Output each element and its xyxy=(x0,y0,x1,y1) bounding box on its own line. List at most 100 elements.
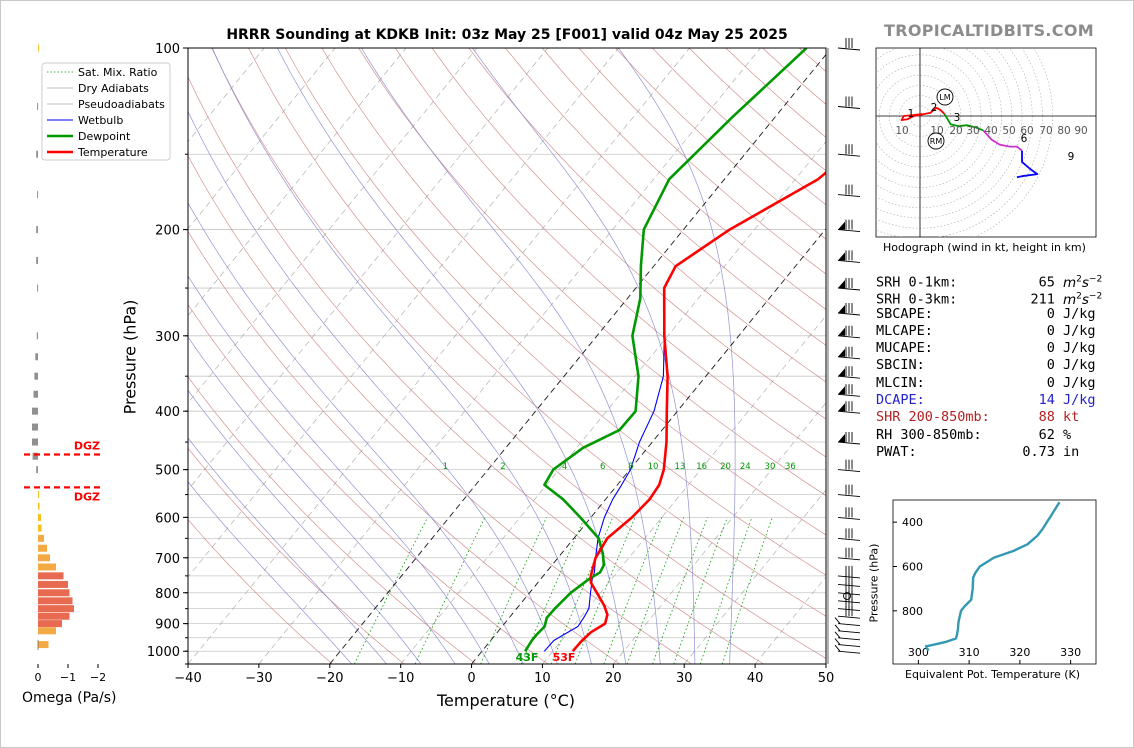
stat-label: MUCAPE: xyxy=(876,340,933,357)
stat-unit: J/kg xyxy=(1062,374,1096,391)
wind-barb xyxy=(837,346,861,360)
wind-barb-staff xyxy=(837,623,861,627)
stat-unit: m2s−2 xyxy=(1063,274,1103,291)
stat-unit: J/kg xyxy=(1062,322,1096,339)
surface-temperature-label: 53F xyxy=(553,651,576,664)
wind-barb-flag xyxy=(834,638,841,645)
wind-barb-staff xyxy=(837,630,861,634)
wind-barb xyxy=(834,617,861,627)
stat-gap xyxy=(1055,427,1063,443)
dry-adiabat-line xyxy=(188,376,477,664)
wind-barb-staff xyxy=(837,615,861,619)
wind-barb xyxy=(837,565,861,579)
stat-unit: m2s−2 xyxy=(1063,291,1102,308)
isotherm-line xyxy=(542,315,826,664)
stat-value: 14 xyxy=(1038,392,1055,409)
mixing-ratio-label: 4 xyxy=(562,462,567,472)
mixing-ratio-line xyxy=(721,517,773,664)
stat-gap xyxy=(1055,357,1063,373)
wind-barb-pennant xyxy=(838,368,845,377)
wind-barb-pennant xyxy=(838,252,845,261)
dewpoint-line xyxy=(524,48,808,652)
wind-barb xyxy=(837,528,861,541)
stat-value: 0 xyxy=(1046,374,1055,391)
pseudoadiabat-line xyxy=(188,336,456,664)
stats-panel: SRH 0-1km: 65 m2s−2 SRH 0-3km: 211 m2s−2 S… xyxy=(876,271,1102,461)
x-tick-label: 10 xyxy=(534,671,551,686)
mixing-ratio-label: 2 xyxy=(500,462,505,472)
dry-adiabat-line xyxy=(211,48,826,659)
mixing-ratio-label: 1 xyxy=(443,462,448,472)
legend-box xyxy=(41,62,171,161)
wind-barb-staff xyxy=(837,335,861,339)
stat-unit: J/kg xyxy=(1062,357,1096,374)
mixing-ratio-line xyxy=(603,517,663,664)
wind-barb xyxy=(837,325,861,339)
legend-entry: Dewpoint xyxy=(78,130,131,143)
stat-spacer xyxy=(933,306,1047,322)
pseudoadiabat-line xyxy=(188,437,387,664)
stat-unit: J/kg xyxy=(1062,340,1096,357)
stat-label: SRH 0-3km: xyxy=(876,291,958,308)
pseudoadiabat-line xyxy=(188,202,524,664)
legend-entry: Pseudoadiabats xyxy=(78,98,165,111)
surface-dewpoint-label: 43F xyxy=(516,651,539,664)
dry-adiabat-line xyxy=(505,48,826,346)
wind-barb-staff xyxy=(837,393,861,397)
stat-gap xyxy=(1055,409,1063,425)
stat-unit-part: s xyxy=(1081,291,1089,308)
wind-barb xyxy=(834,624,861,634)
stat-gap xyxy=(1055,323,1063,339)
stat-row: PWAT: 0.73 in xyxy=(876,444,1102,461)
omega-xlabel: Omega (Pa/s) xyxy=(22,690,117,706)
wind-barb-pennant xyxy=(838,434,845,442)
wind-barb-staff xyxy=(837,375,861,379)
wind-barb xyxy=(837,507,861,520)
skewt-frame xyxy=(187,47,827,665)
dry-adiabat-line xyxy=(248,48,826,617)
stat-spacer xyxy=(925,392,1039,408)
stat-unit-exp: −2 xyxy=(1088,274,1103,284)
wind-barb xyxy=(837,574,861,587)
y-tick-label: 600 xyxy=(155,511,180,526)
chart-title: HRRR Sounding at KDKB Init: 03z May 25 [… xyxy=(226,27,788,43)
stat-row: MLCAPE: 0 J/kg xyxy=(876,323,1102,340)
wind-barb-staff xyxy=(837,516,861,520)
skewt-xlabel: Temperature (°C) xyxy=(436,691,576,710)
x-tick-label: −10 xyxy=(387,671,414,686)
stat-label: DCAPE: xyxy=(876,392,925,409)
isotherm-line xyxy=(258,48,761,664)
wind-barb xyxy=(837,250,861,263)
stat-unit: J/kg xyxy=(1062,392,1096,409)
thetae-ylabel: Pressure (hPa) xyxy=(867,543,881,623)
brand-watermark: TROPICALTIDBITS.COM xyxy=(884,21,1094,40)
y-tick-label: 100 xyxy=(155,42,180,57)
y-tick-label: 400 xyxy=(155,405,180,420)
mixing-ratio-label: 24 xyxy=(740,462,751,472)
wind-barb xyxy=(837,384,861,397)
y-tick-label: 500 xyxy=(155,464,180,479)
dry-adiabat-line xyxy=(468,48,826,383)
mixing-ratio-line xyxy=(673,517,728,664)
mixing-ratio-label: 36 xyxy=(785,462,796,472)
x-tick-label: 40 xyxy=(747,671,764,686)
stat-label: SRH 0-1km: xyxy=(876,274,958,291)
stat-value: 62 xyxy=(1038,426,1055,443)
stat-label: MLCAPE: xyxy=(876,322,933,339)
mixing-ratio-label: 13 xyxy=(674,462,685,472)
stat-row: SBCAPE: 0 J/kg xyxy=(876,306,1102,323)
legend-entry: Dry Adiabats xyxy=(78,82,149,95)
stat-unit: % xyxy=(1062,426,1072,443)
wind-barb-pennant xyxy=(838,327,845,336)
wind-barb xyxy=(837,547,861,561)
isotherm-line xyxy=(188,48,407,317)
x-tick-label: 30 xyxy=(676,671,693,686)
y-tick-label: 1000 xyxy=(147,645,180,660)
mixing-ratio-line xyxy=(480,517,547,664)
wind-barb xyxy=(837,432,861,445)
wind-barb-staff xyxy=(837,469,861,473)
temperature-line xyxy=(571,170,826,653)
stat-spacer xyxy=(990,409,1039,425)
wind-barb-flag xyxy=(834,631,841,639)
x-tick-label: −30 xyxy=(245,671,272,686)
